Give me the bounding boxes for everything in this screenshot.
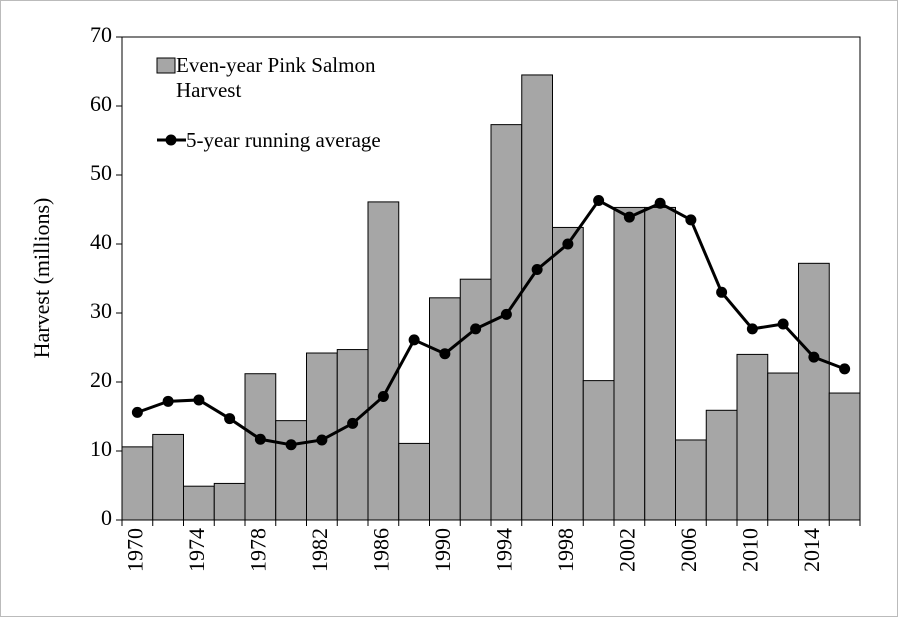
y-tick-label: 10: [90, 436, 112, 461]
y-tick-label: 40: [90, 229, 112, 254]
bar: [459, 278, 492, 521]
bar: [644, 206, 676, 521]
y-tick-label: 50: [90, 160, 112, 185]
marker: [562, 238, 574, 250]
bar: [736, 353, 769, 521]
bar: [675, 439, 707, 521]
x-tick-label: 2014: [799, 528, 824, 572]
x-tick-label: 1998: [553, 528, 578, 572]
x-tick-label: 2010: [737, 528, 762, 572]
marker: [316, 434, 328, 446]
line: [136, 198, 846, 447]
marker: [162, 395, 174, 407]
x-tick-label: 1970: [122, 528, 147, 572]
plot-frame: [121, 36, 861, 521]
bar: [613, 206, 646, 521]
bar: [490, 124, 523, 521]
bar: [705, 409, 738, 521]
bar: [429, 297, 461, 521]
bar: [367, 201, 400, 521]
y-tick-label: 60: [90, 91, 112, 116]
bar: [121, 446, 154, 521]
bar: [828, 392, 861, 521]
bar: [336, 349, 369, 521]
marker: [285, 439, 297, 451]
y-axis-label: Harvest (millions): [29, 198, 54, 359]
legend-label: 5-year running average: [186, 128, 381, 152]
y-tick-label: 70: [90, 22, 112, 47]
marker: [377, 390, 389, 402]
marker: [685, 214, 697, 226]
marker: [500, 308, 512, 320]
marker: [470, 323, 482, 335]
bar: [767, 372, 799, 521]
bar: [552, 226, 584, 521]
bar: [152, 433, 184, 521]
x-tick-label: 2002: [614, 528, 639, 572]
marker: [654, 197, 666, 209]
legend-label: Even-year Pink Salmon Harvest: [176, 53, 376, 102]
marker: [716, 286, 728, 298]
y-tick-label: 20: [90, 367, 112, 392]
marker: [254, 433, 266, 445]
y-tick-label: 30: [90, 298, 112, 323]
x-tick-label: 1974: [184, 528, 209, 572]
bar: [244, 373, 277, 521]
legend-marker: [165, 134, 177, 146]
marker: [531, 264, 543, 276]
x-tick-label: 1990: [430, 528, 455, 572]
legend-swatch: [156, 57, 176, 74]
marker: [439, 348, 451, 360]
marker: [839, 363, 851, 375]
bar: [275, 420, 307, 521]
x-tick-label: 1986: [368, 528, 393, 572]
bar: [521, 74, 553, 521]
bar: [398, 442, 430, 521]
marker: [593, 195, 605, 207]
marker: [347, 417, 359, 429]
marker: [131, 406, 143, 418]
x-tick-label: 1978: [245, 528, 270, 572]
marker: [224, 413, 236, 425]
marker: [623, 211, 635, 223]
marker: [193, 394, 205, 406]
y-tick-label: 0: [101, 505, 112, 530]
x-tick-label: 1982: [307, 528, 332, 572]
marker: [746, 323, 758, 335]
marker: [777, 318, 789, 330]
bar: [798, 262, 830, 521]
bar: [183, 485, 215, 521]
x-tick-label: 2006: [676, 528, 701, 572]
bar: [213, 482, 246, 521]
bar: [582, 380, 615, 521]
marker: [408, 334, 420, 346]
marker: [808, 351, 820, 363]
x-tick-label: 1994: [491, 528, 516, 572]
